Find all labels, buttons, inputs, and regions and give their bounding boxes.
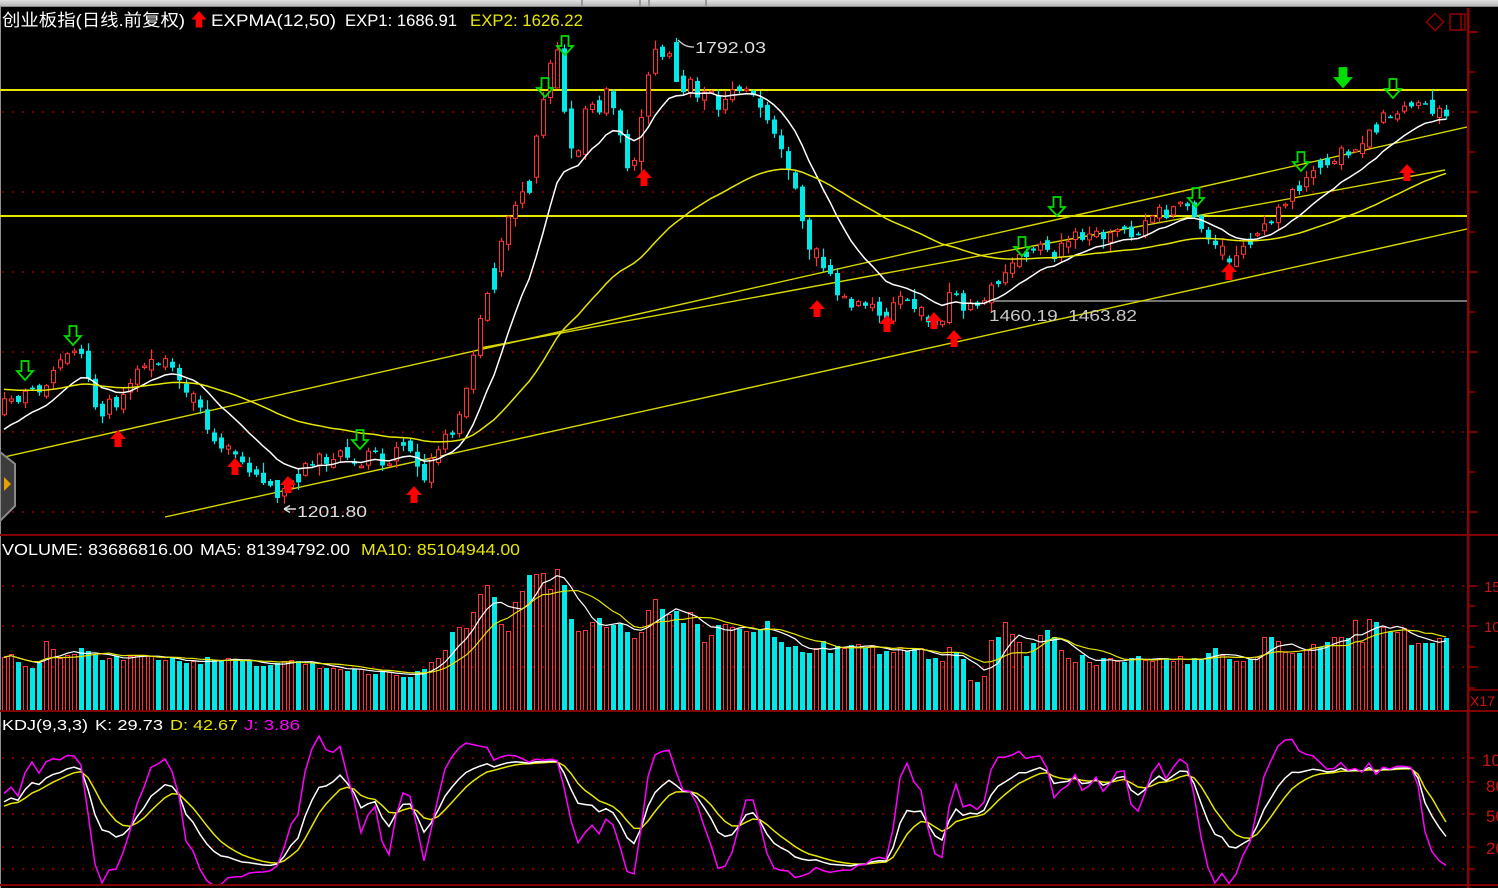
svg-text:EXPMA(12,50): EXPMA(12,50)	[211, 11, 336, 30]
svg-text:1460.19 1463.82: 1460.19 1463.82	[989, 308, 1137, 325]
svg-text:EXP2: 1626.22: EXP2: 1626.22	[470, 11, 583, 30]
svg-text:10: 10	[1484, 619, 1498, 636]
svg-text:D: 42.67: D: 42.67	[170, 717, 238, 734]
svg-text:50: 50	[1486, 807, 1498, 826]
svg-text:15: 15	[1484, 579, 1498, 596]
svg-text:X17: X17	[1470, 693, 1495, 709]
svg-text:K: 29.73: K: 29.73	[95, 717, 163, 734]
svg-text:100: 100	[1482, 751, 1498, 770]
svg-text:MA10: 85104944.00: MA10: 85104944.00	[361, 542, 520, 559]
svg-text:VOLUME: 83686816.00: VOLUME: 83686816.00	[2, 542, 193, 559]
svg-text:80: 80	[1486, 777, 1498, 796]
svg-text:1201.80: 1201.80	[297, 504, 367, 521]
svg-text:KDJ(9,3,3): KDJ(9,3,3)	[2, 717, 88, 734]
svg-text:EXP1: 1686.91: EXP1: 1686.91	[345, 11, 457, 30]
svg-text:J: 3.86: J: 3.86	[244, 717, 300, 734]
svg-text:MA5: 81394792.00: MA5: 81394792.00	[200, 542, 350, 559]
svg-text:创业板指(日线.前复权): 创业板指(日线.前复权)	[2, 11, 185, 30]
svg-text:1792.03: 1792.03	[695, 40, 766, 57]
svg-text:20: 20	[1486, 839, 1498, 858]
